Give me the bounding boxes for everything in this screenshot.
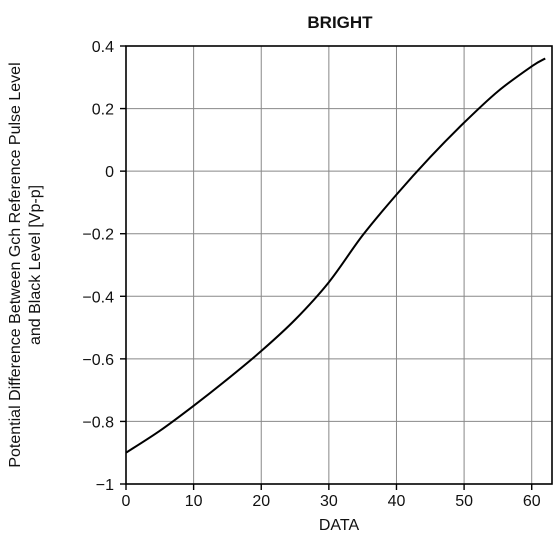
y-tick-label: 0.4	[92, 39, 114, 56]
chart-title: BRIGHT	[307, 13, 373, 32]
x-tick-label: 60	[523, 493, 541, 510]
y-tick-label: −0.2	[82, 227, 114, 244]
axis-ticks: 0 10 20 30 40 50 60 −1 −0.8 −0.6 −0.4 −0.2 0 0.2 0.4	[82, 39, 540, 510]
plot-frame	[125, 45, 553, 485]
x-tick-label: 50	[455, 493, 473, 510]
y-axis-label-line-2: and Black Level [Vp-p]	[27, 185, 44, 345]
x-axis-label: DATA	[319, 517, 360, 534]
y-tick-label: 0.2	[92, 102, 114, 119]
grid-lines	[126, 46, 552, 484]
y-tick-label: −1	[96, 477, 114, 494]
y-axis-label-line-1: Potential Difference Between Gch Referen…	[7, 62, 24, 467]
x-tick-label: 10	[185, 493, 203, 510]
y-tick-label: −0.8	[82, 414, 114, 431]
y-tick-label: 0	[105, 164, 114, 181]
x-tick-label: 40	[388, 493, 406, 510]
x-tick-label: 30	[320, 493, 338, 510]
y-tick-label: −0.6	[82, 352, 114, 369]
x-tick-label: 20	[252, 493, 270, 510]
y-tick-label: −0.4	[82, 289, 114, 306]
series-line	[125, 57, 546, 454]
x-tick-label: 0	[122, 493, 131, 510]
